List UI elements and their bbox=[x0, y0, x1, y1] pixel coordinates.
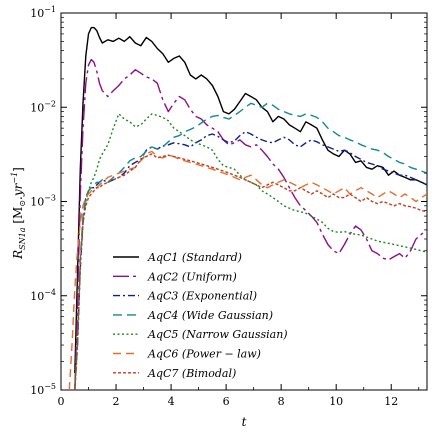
x-axis-ticks: 0 2 4 6 8 10 12 bbox=[58, 13, 420, 408]
x-axis-label: t bbox=[242, 415, 247, 429]
legend-label-2: AqC2 (Uniform) bbox=[147, 270, 237, 283]
legend-label-7: AqC7 (Bimodal) bbox=[147, 367, 236, 380]
x-tick-label: 6 bbox=[223, 395, 230, 408]
y-axis-label-sub: SN1a bbox=[18, 227, 27, 250]
x-tick-label: 0 bbox=[58, 395, 65, 408]
y-tick-label: 10−1 bbox=[30, 5, 56, 20]
y-axis-label: RSN1a [M⊙.yr−1] bbox=[10, 167, 27, 260]
series-line-4 bbox=[74, 102, 427, 390]
y-tick-label: 10−5 bbox=[30, 382, 56, 397]
y-axis-label-exp: −1 bbox=[10, 172, 19, 184]
x-tick-label: 10 bbox=[329, 395, 343, 408]
x-tick-label: 8 bbox=[278, 395, 285, 408]
x-tick-label: 4 bbox=[168, 395, 175, 408]
legend-label-4: AqC4 (Wide Gaussian) bbox=[147, 309, 273, 322]
x-tick-label: 2 bbox=[113, 395, 120, 408]
y-tick-label: 10−3 bbox=[30, 194, 56, 209]
y-tick-label: 10−2 bbox=[30, 99, 56, 114]
series-line-7 bbox=[74, 153, 427, 390]
legend-label-1: AqC1 (Standard) bbox=[147, 251, 242, 264]
legend: AqC1 (Standard) AqC2 (Uniform) AqC3 (Expon… bbox=[113, 251, 288, 380]
y-axis-label-var: R bbox=[11, 250, 25, 260]
y-axis-label-close: ] bbox=[11, 167, 25, 172]
series-line-2 bbox=[74, 58, 427, 390]
y-axis-label-sun: ⊙ bbox=[18, 200, 27, 207]
y-tick-label: 10−4 bbox=[30, 288, 56, 303]
y-axis-label-unit: [M bbox=[11, 207, 25, 228]
y-axis-label-text: RSN1a [M⊙.yr−1] bbox=[10, 167, 27, 260]
y-axis-label-yr: .yr bbox=[11, 182, 25, 200]
legend-label-5: AqC5 (Narrow Gaussian) bbox=[147, 328, 288, 341]
series-line-5 bbox=[74, 113, 427, 390]
series-line-6 bbox=[68, 150, 427, 390]
y-axis-ticks: 10−5 10−4 10−3 10−2 10−1 bbox=[30, 5, 427, 397]
series-line-1 bbox=[74, 26, 427, 374]
series-layer bbox=[68, 26, 427, 390]
legend-label-6: AqC6 (Power − law) bbox=[147, 348, 261, 361]
legend-label-3: AqC3 (Exponential) bbox=[147, 290, 257, 303]
x-tick-label: 12 bbox=[384, 395, 398, 408]
